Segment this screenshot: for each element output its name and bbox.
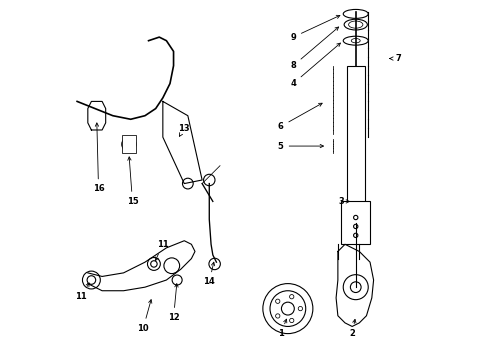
Circle shape [350,282,361,293]
Circle shape [147,257,160,270]
Circle shape [203,174,215,186]
FancyBboxPatch shape [122,135,136,153]
Text: 12: 12 [168,284,179,322]
Circle shape [151,261,157,267]
Circle shape [209,258,221,270]
Text: 1: 1 [278,319,287,338]
Text: 3: 3 [339,197,350,206]
Ellipse shape [351,39,360,43]
Circle shape [263,284,313,334]
Circle shape [172,275,182,285]
Text: 11: 11 [155,240,169,261]
Text: 6: 6 [278,103,322,131]
Circle shape [164,258,180,274]
Text: 15: 15 [126,157,138,206]
Circle shape [343,275,368,300]
Text: 4: 4 [290,43,341,88]
Circle shape [275,299,280,303]
Text: 13: 13 [178,124,190,136]
Ellipse shape [344,19,368,30]
Circle shape [298,306,302,311]
Text: 5: 5 [278,141,323,150]
Text: 14: 14 [203,262,215,286]
Circle shape [122,137,136,152]
Circle shape [182,178,193,189]
Ellipse shape [348,21,363,28]
Text: 10: 10 [137,300,152,333]
Circle shape [281,302,294,315]
FancyBboxPatch shape [342,202,370,244]
Text: 16: 16 [93,123,104,193]
Text: 9: 9 [291,15,340,42]
Circle shape [290,318,294,323]
Ellipse shape [343,9,368,18]
Circle shape [125,141,132,148]
Text: 8: 8 [291,27,339,70]
FancyBboxPatch shape [347,66,365,223]
Circle shape [290,294,294,299]
Text: 7: 7 [390,54,401,63]
Circle shape [82,271,100,289]
Circle shape [270,291,306,327]
Text: 2: 2 [349,319,356,338]
Circle shape [87,276,96,284]
Text: 11: 11 [75,283,89,301]
Circle shape [275,314,280,318]
Ellipse shape [343,36,368,45]
